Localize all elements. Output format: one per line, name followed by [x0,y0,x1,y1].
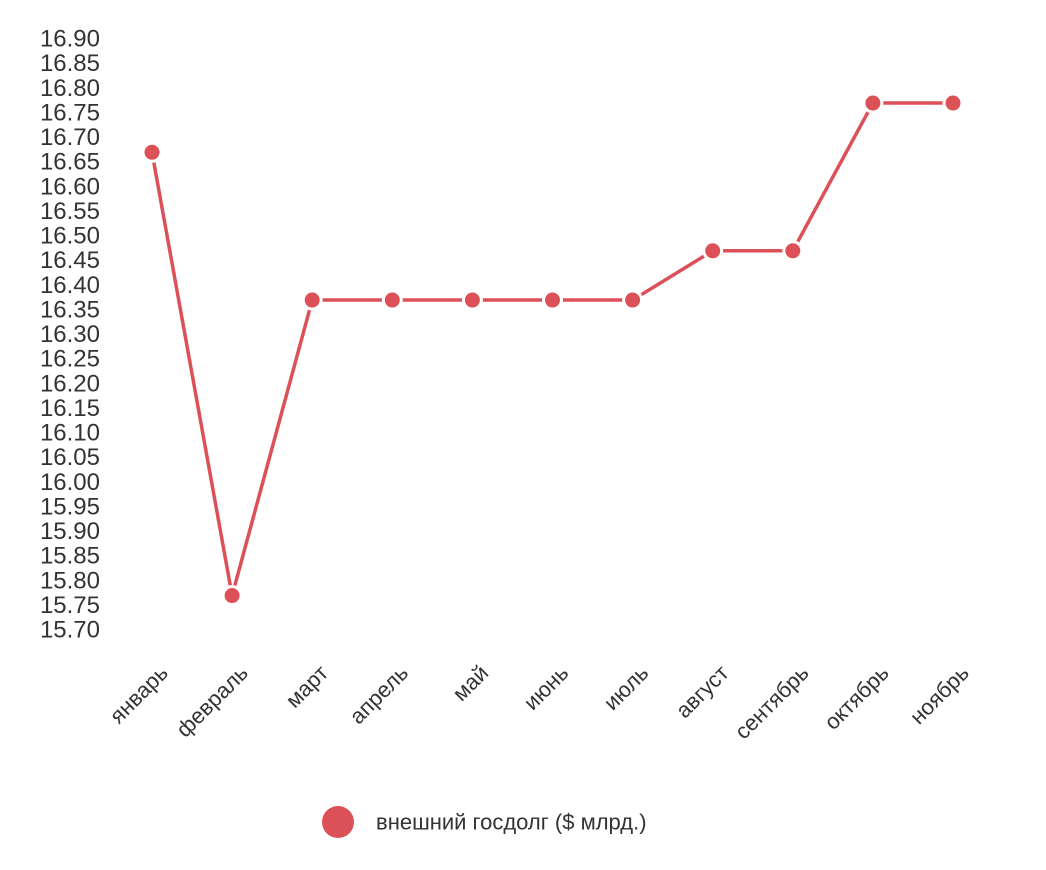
y-tick-label: 16.85 [40,50,100,77]
x-tick-label: март [281,660,333,712]
y-tick-label: 16.65 [40,149,100,176]
x-tick: май [448,660,494,706]
y-tick: 16.80 [40,75,100,102]
x-tick-label: апрель [344,660,413,729]
data-point[interactable] [301,289,323,311]
y-tick-label: 16.00 [40,469,100,496]
legend-label: внешний госдолг ($ млрд.) [376,810,647,835]
x-tick: ноябрь [905,660,974,729]
data-point[interactable] [461,289,483,311]
x-tick-label: август [671,660,734,723]
y-tick: 15.70 [40,617,100,644]
y-tick: 16.35 [40,296,100,323]
y-tick-label: 16.75 [40,99,100,126]
data-point[interactable] [221,585,243,607]
data-point[interactable] [942,92,964,114]
y-tick-label: 16.50 [40,223,100,250]
y-tick: 16.45 [40,247,100,274]
x-tick-label: февраль [171,660,253,742]
data-point[interactable] [622,289,644,311]
y-tick: 16.90 [40,26,100,53]
x-tick: август [671,660,734,723]
data-point[interactable] [782,240,804,262]
y-tick-label: 16.20 [40,370,100,397]
data-point[interactable] [542,289,563,311]
y-tick-label: 15.75 [40,592,100,619]
plot-area [141,92,964,607]
series-line [150,101,955,598]
y-tick: 16.50 [40,223,100,250]
y-tick: 16.05 [40,444,100,471]
y-tick: 16.60 [40,173,100,200]
y-tick: 15.80 [40,567,100,594]
data-point[interactable] [862,92,884,114]
y-tick-label: 16.70 [40,124,100,151]
y-tick: 15.90 [40,518,100,545]
legend: внешний госдолг ($ млрд.) [322,806,647,838]
y-tick-label: 16.25 [40,346,100,373]
x-tick: июнь [519,660,574,715]
y-tick: 16.85 [40,50,100,77]
x-tick-label: май [448,660,494,706]
y-tick-label: 16.40 [40,272,100,299]
y-tick: 15.75 [40,592,100,619]
y-tick-label: 16.90 [40,26,100,53]
y-tick-label: 16.45 [40,247,100,274]
y-tick-label: 15.95 [40,493,100,520]
y-tick-label: 15.70 [40,617,100,644]
x-tick: январь [105,660,173,728]
y-tick-label: 16.35 [40,296,100,323]
x-tick-label: сентябрь [730,660,814,744]
x-tick-label: июль [599,660,654,715]
x-tick-label: ноябрь [905,660,974,729]
y-tick-label: 16.30 [40,321,100,348]
y-tick: 16.75 [40,99,100,126]
y-tick: 15.85 [40,543,100,570]
y-tick: 16.70 [40,124,100,151]
y-tick-label: 16.05 [40,444,100,471]
x-tick: апрель [344,660,413,729]
data-point[interactable] [702,240,724,262]
y-tick: 16.15 [40,395,100,422]
data-point[interactable] [141,141,163,163]
x-tick: октябрь [819,660,894,735]
x-tick: март [281,660,333,712]
y-tick-label: 16.15 [40,395,100,422]
y-tick: 16.65 [40,149,100,176]
y-tick: 16.25 [40,346,100,373]
y-tick: 16.20 [40,370,100,397]
y-tick: 16.30 [40,321,100,348]
x-tick: июль [599,660,654,715]
y-axis: 16.9016.8516.8016.7516.7016.6516.6016.55… [40,26,100,644]
data-point[interactable] [381,289,403,311]
y-tick-label: 16.55 [40,198,100,225]
x-tick: сентябрь [730,660,814,744]
x-tick-label: октябрь [819,660,894,735]
y-tick-label: 16.60 [40,173,100,200]
y-tick: 15.95 [40,493,100,520]
y-tick-label: 15.90 [40,518,100,545]
y-tick: 16.00 [40,469,100,496]
y-tick-label: 15.85 [40,543,100,570]
y-tick-label: 16.80 [40,75,100,102]
y-tick: 16.40 [40,272,100,299]
y-tick-label: 15.80 [40,567,100,594]
y-tick: 16.10 [40,420,100,447]
x-tick: февраль [171,660,253,742]
legend-marker [322,806,354,838]
x-tick-label: июнь [519,660,574,715]
y-tick: 16.55 [40,198,100,225]
y-tick-label: 16.10 [40,420,100,447]
x-tick-label: январь [105,660,173,728]
